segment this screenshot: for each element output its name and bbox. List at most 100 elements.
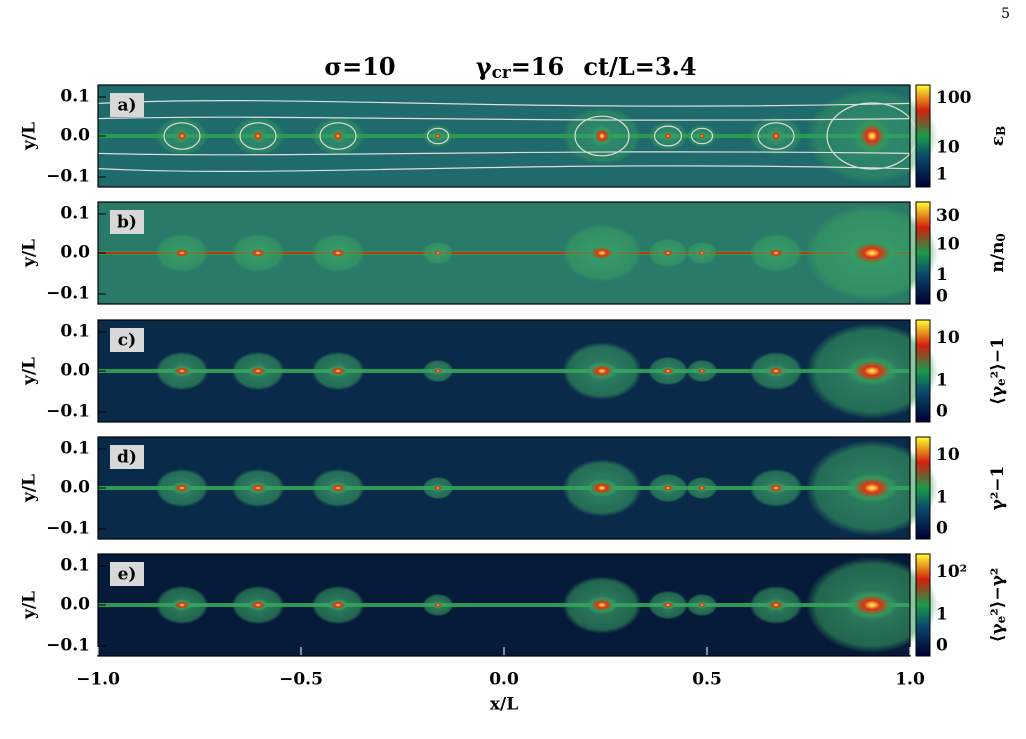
- y-tick-label: −0.1: [46, 519, 90, 539]
- field-loop: [574, 115, 630, 157]
- x-axis-label: x/L: [490, 695, 518, 715]
- panel-label: a): [117, 96, 136, 116]
- title-part: γcr=16: [476, 52, 564, 82]
- plasmoid-core: [171, 365, 193, 377]
- x-tick-label: −1.0: [76, 670, 120, 690]
- colorbar-tick-label: 10²: [936, 562, 967, 582]
- plasmoid-core: [765, 482, 787, 494]
- text-segment: n/n: [988, 242, 1008, 273]
- text-segment: ct/L=3.4: [583, 52, 696, 81]
- panel-label: c): [118, 331, 136, 351]
- plasmoid-core: [659, 600, 677, 610]
- plasmoid-core: [247, 482, 269, 494]
- colorbar-tick-label: 0: [936, 401, 948, 421]
- text-segment: =16: [511, 52, 565, 81]
- colorbar-label: γ²−1: [988, 466, 1008, 511]
- y-tick-label: 0.0: [60, 478, 90, 498]
- y-tick-label: 0.1: [60, 439, 90, 459]
- y-axis-label: y/L: [20, 357, 40, 386]
- colorbar-tick-label: 10: [936, 445, 960, 465]
- panel-label-box: [110, 445, 144, 469]
- colorbar-label: εB: [988, 126, 1008, 146]
- x-tick-label: −0.5: [279, 670, 323, 690]
- field-loop: [426, 127, 450, 145]
- colorbar: [915, 319, 931, 423]
- y-axis-label: y/L: [20, 122, 40, 151]
- text-segment: ⟨γ: [988, 623, 1008, 643]
- field-loop: [757, 122, 795, 150]
- y-tick-label: 0.0: [60, 361, 90, 381]
- colorbar-tick-label: 1: [936, 164, 948, 184]
- text-segment: γ: [476, 52, 492, 81]
- colorbar-tick-label: 0: [936, 518, 948, 538]
- page-number: 5: [1001, 6, 1010, 22]
- y-tick-label: −0.1: [46, 636, 90, 656]
- plasmoid-core: [662, 130, 674, 142]
- plasmoid-core: [247, 365, 269, 377]
- x-tick-label: 0.5: [692, 670, 722, 690]
- y-tick-label: 0.0: [60, 595, 90, 615]
- plasmoid-core: [695, 367, 709, 375]
- plasmoid-core: [695, 249, 709, 257]
- plasmoid-core: [845, 590, 899, 620]
- plasmoid-core: [591, 125, 613, 147]
- plasmoid-core: [431, 484, 445, 492]
- y-tick-label: −0.1: [46, 167, 90, 187]
- field-line: [97, 151, 911, 156]
- colorbar-tick-label: 1: [936, 488, 948, 508]
- colorbar-label: n/n0: [988, 233, 1008, 272]
- colorbar-tick-label: 30: [936, 206, 960, 226]
- panel-label: d): [117, 448, 137, 468]
- panel-label-box: [110, 562, 144, 586]
- plasmoid-core: [765, 599, 787, 611]
- colorbar-tick-label: 1: [936, 265, 948, 285]
- y-tick-label: 0.0: [60, 126, 90, 146]
- plasmoid-core: [330, 128, 346, 144]
- current-sheet: [98, 369, 910, 373]
- panel-label-box: [110, 93, 144, 117]
- plasmoid-core: [327, 599, 349, 611]
- colorbar-tick-label: 0: [936, 286, 948, 306]
- colorbar: [915, 553, 931, 657]
- text-segment: γ²−1: [988, 466, 1008, 511]
- subscript: B: [994, 126, 1008, 136]
- plasmoid-core: [585, 362, 619, 380]
- panel-label: b): [117, 213, 137, 233]
- colorbar: [915, 436, 931, 540]
- plasmoid-core: [585, 596, 619, 614]
- plasmoid-core: [695, 601, 709, 609]
- colorbar-label: ⟨γe²⟩−γ²: [988, 568, 1008, 643]
- subscript: e: [994, 378, 1008, 386]
- y-axis-label: y/L: [20, 591, 40, 620]
- field-loop: [653, 125, 683, 147]
- plasmoid-core: [171, 482, 193, 494]
- colorbar-tick-label: 10: [936, 328, 960, 348]
- plasmoid-core: [765, 365, 787, 377]
- y-tick-label: 0.0: [60, 243, 90, 263]
- plasmoid-core: [431, 249, 445, 257]
- subscript: 0: [994, 233, 1008, 241]
- plasmoid-core: [845, 356, 899, 386]
- y-tick-label: 0.1: [60, 87, 90, 107]
- text-segment: ²⟩−1: [988, 337, 1008, 378]
- y-axis-label: y/L: [20, 474, 40, 503]
- subscript: e: [994, 615, 1008, 623]
- field-loop: [163, 122, 201, 150]
- text-segment: ε: [988, 136, 1008, 146]
- field-line: [97, 116, 911, 121]
- plasmoid-core: [659, 366, 677, 376]
- y-tick-label: 0.1: [60, 322, 90, 342]
- y-axis-label: y/L: [20, 239, 40, 268]
- plasmoid-core: [585, 479, 619, 497]
- plasmoid-core: [174, 128, 190, 144]
- plasmoid-core: [431, 367, 445, 375]
- plasmoid-core: [250, 128, 266, 144]
- plasmoid-core: [431, 601, 445, 609]
- title-part: σ=10: [324, 52, 395, 81]
- colorbar: [915, 201, 931, 305]
- y-tick-label: 0.1: [60, 556, 90, 576]
- plasmoid-core: [433, 131, 443, 141]
- plasmoid-core: [585, 244, 619, 262]
- colorbar-tick-label: 100: [936, 88, 972, 108]
- field-line: [97, 165, 911, 173]
